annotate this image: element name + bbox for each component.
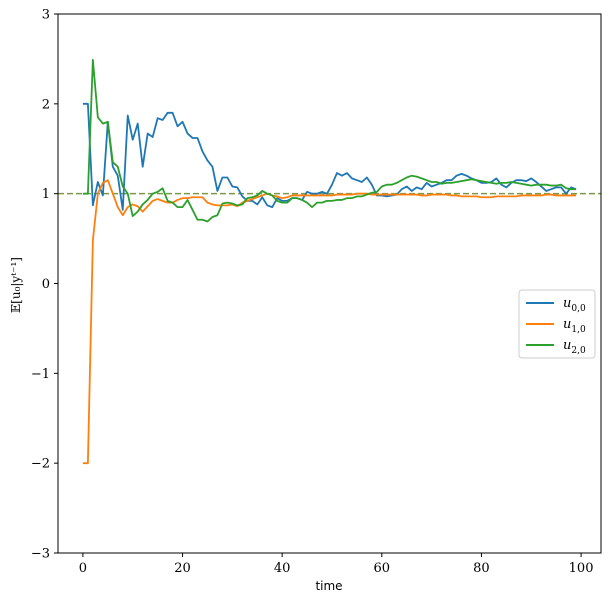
- legend: u0,0 u1,0 u2,0: [518, 289, 596, 359]
- x-tick-label: 100: [569, 561, 594, 576]
- axes-layer: 0 20 40 60 80 100 −3 −2 −1 0 1 2 3: [31, 8, 602, 576]
- series-line-2: [82, 58, 577, 223]
- y-tick-label: 0: [42, 277, 50, 292]
- y-tick-label: 2: [42, 97, 50, 112]
- series-line-1: [82, 179, 577, 465]
- legend-box: [518, 289, 596, 359]
- y-tick-label: 3: [42, 8, 50, 23]
- y-axis-title: 𝔼[u₀|yᵗ⁻¹]: [9, 257, 23, 313]
- legend-label-0: u0,0: [563, 296, 586, 314]
- legend-label-1: u1,0: [563, 317, 586, 335]
- x-tick-label: 60: [374, 561, 391, 576]
- x-tick-label: 80: [473, 561, 490, 576]
- y-tick-label: 1: [42, 187, 50, 202]
- x-tick-label: 20: [174, 561, 191, 576]
- x-tick-label: 40: [274, 561, 291, 576]
- x-axis-title: time: [315, 579, 342, 593]
- series-line-0: [82, 102, 577, 211]
- series-layer: [82, 58, 577, 465]
- y-tick-label: −3: [31, 547, 50, 562]
- legend-label-2: u2,0: [563, 338, 586, 356]
- x-tick-label: 0: [79, 561, 87, 576]
- y-tick-label: −2: [31, 457, 50, 472]
- y-tick-label: −1: [31, 367, 50, 382]
